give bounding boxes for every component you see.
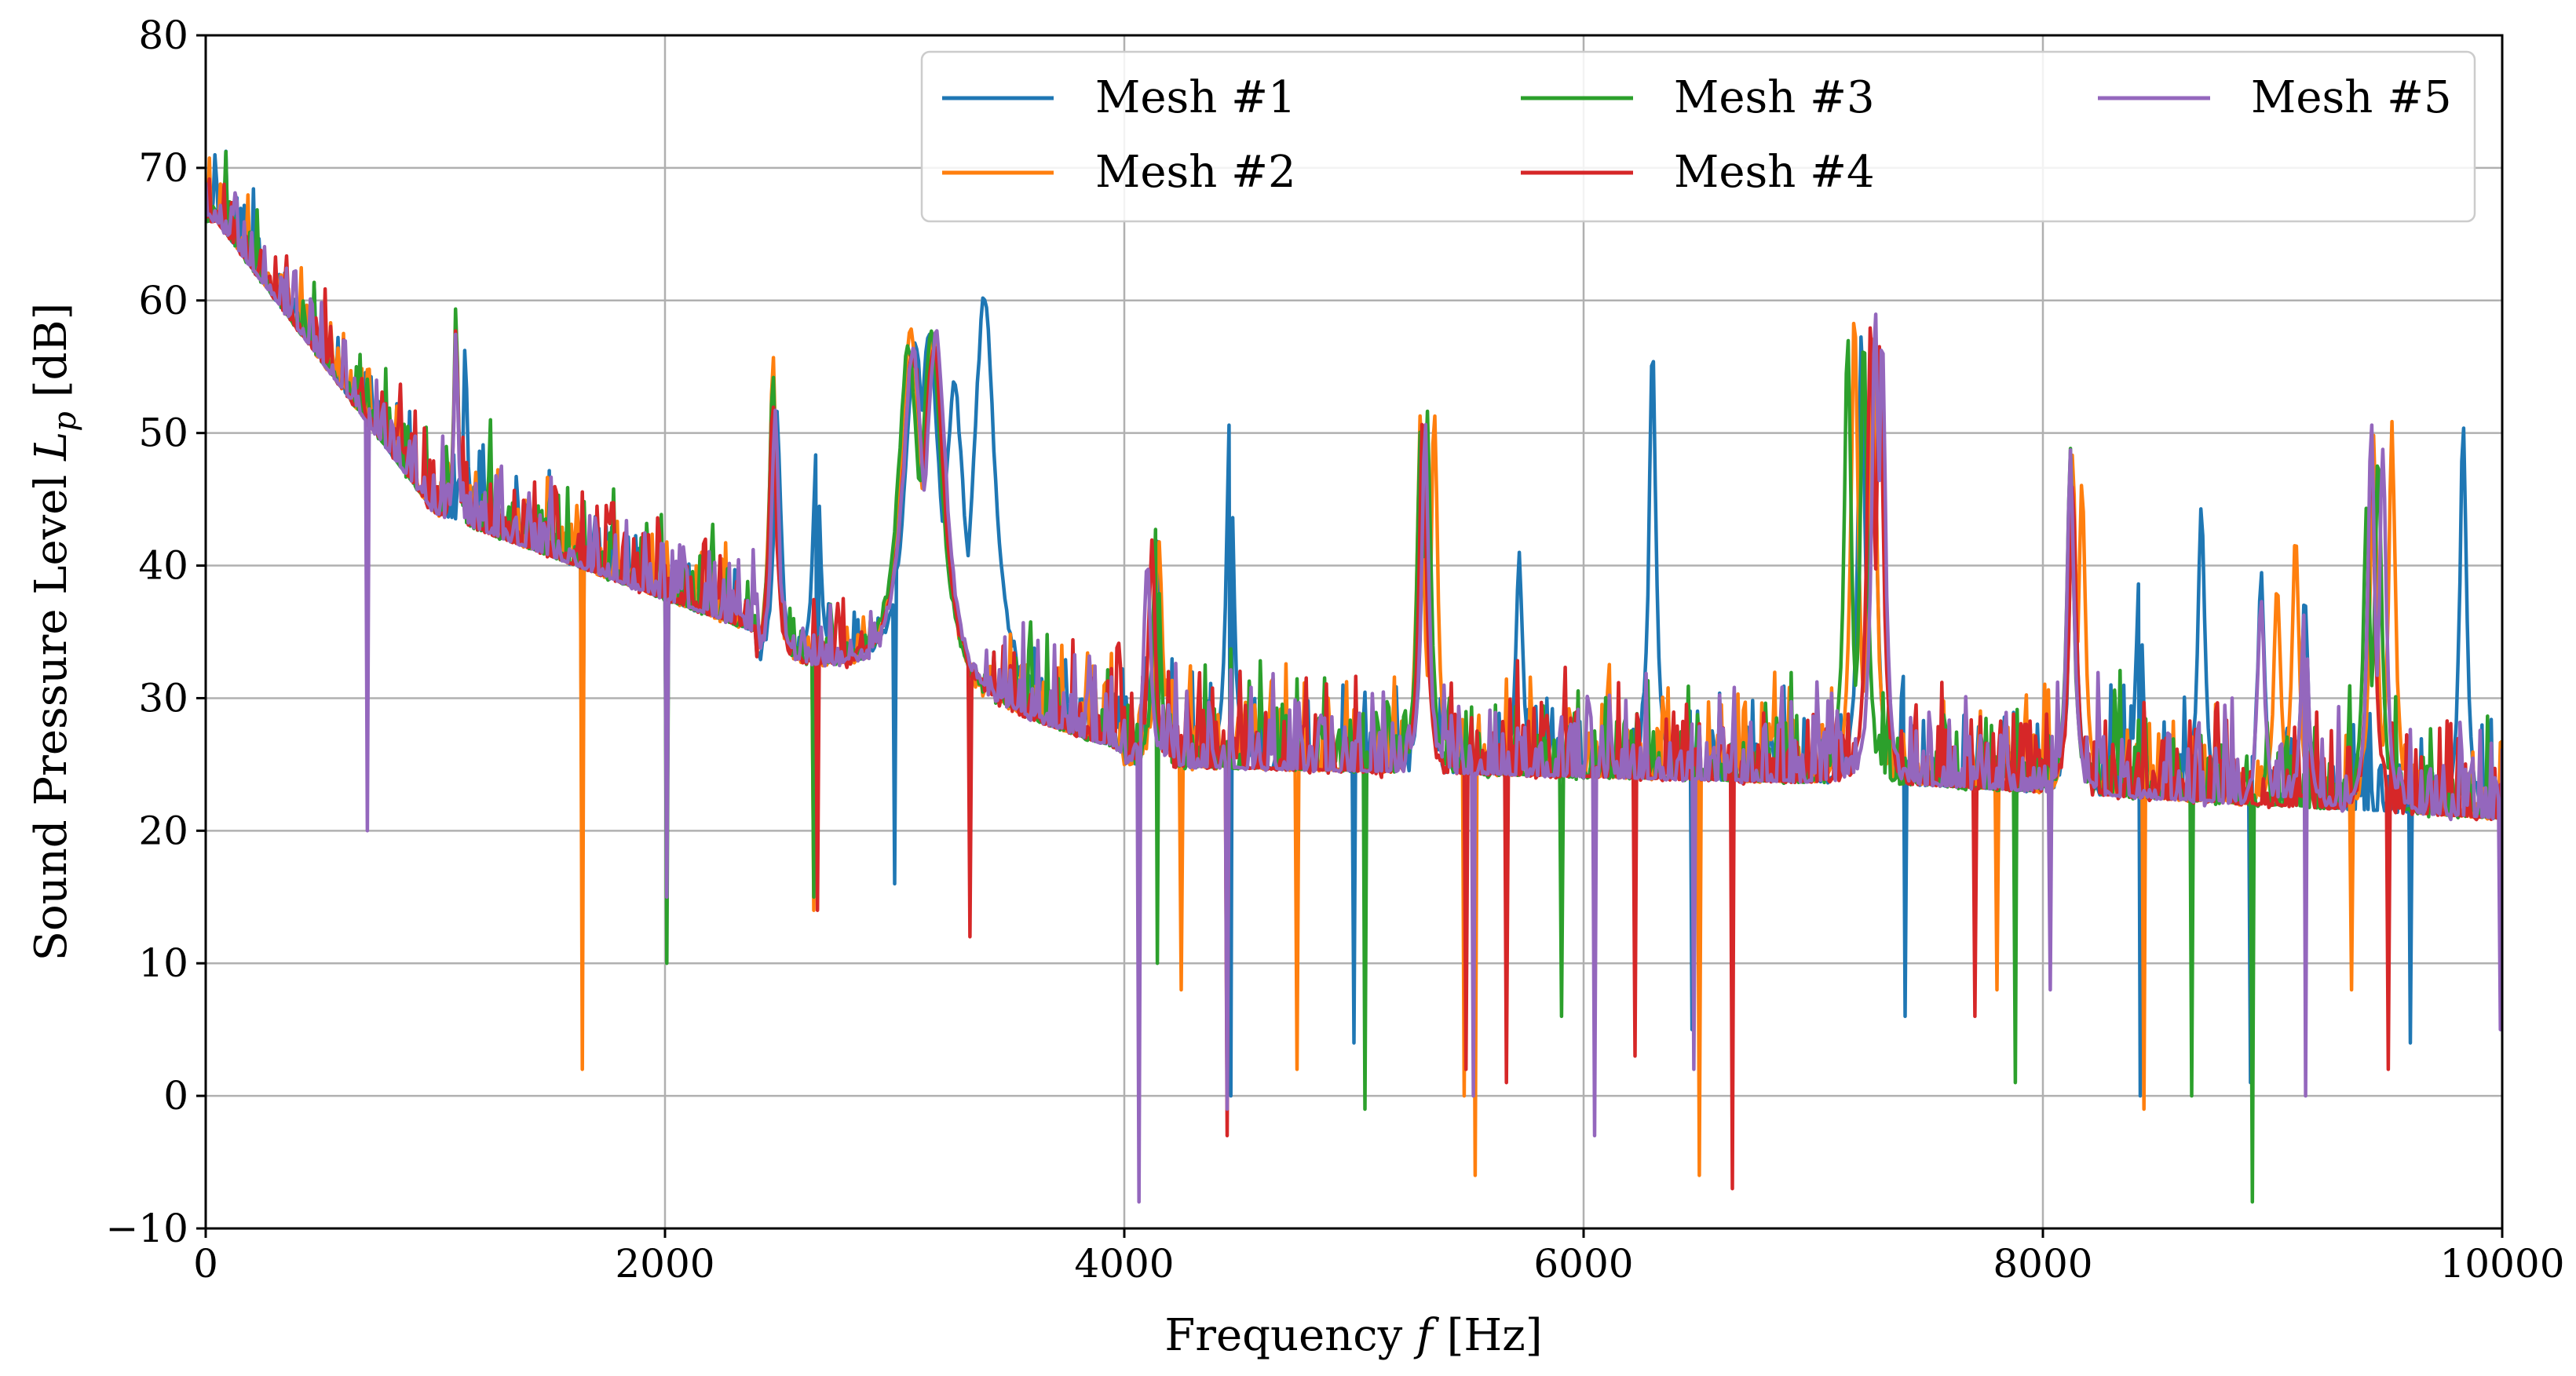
series-lines [206,149,2502,1204]
y-tick-label: 80 [138,13,188,58]
legend-label-mesh-4: Mesh #4 [1674,147,1875,198]
x-axis-label-unit: [Hz] [1433,1310,1543,1361]
legend-entry-mesh-4: Mesh #4 [1521,147,1875,198]
legend-entry-mesh-5: Mesh #5 [2098,72,2452,123]
series-line-mesh-5 [206,182,2502,1204]
x-tick-label: 10000 [2439,1241,2564,1287]
x-axis-label-text: Frequency [1164,1310,1416,1361]
y-tick-label: 10 [138,940,188,986]
x-tick-label: 6000 [1533,1241,1633,1287]
y-axis-label-text: Sound Pressure Level [26,461,77,962]
y-axis-label-sub: p [47,411,83,432]
x-axis-label: Frequency f [Hz] [1164,1310,1542,1361]
y-tick-label: 0 [163,1073,188,1119]
y-tick-label: 30 [138,675,188,721]
legend-entry-mesh-1: Mesh #1 [942,72,1296,123]
y-tick-label: 20 [138,808,188,853]
legend-label-mesh-2: Mesh #2 [1095,147,1296,198]
plot-frame [204,34,2504,1230]
y-tick-label: 60 [138,278,188,323]
y-axis-label-unit: [dB] [26,303,77,412]
y-axis-label: Sound Pressure Level Lp [dB] [26,303,83,962]
legend: Mesh #1 Mesh #2 Mesh #3 Mesh #4 Mesh #5 [920,50,2476,223]
x-tick-label: 8000 [1993,1241,2092,1287]
legend-label-mesh-1: Mesh #1 [1095,72,1296,123]
legend-entry-mesh-2: Mesh #2 [942,147,1296,198]
axis-ticks: 0 2000 4000 6000 8000 10000−10010203040506070… [105,13,2564,1287]
x-tick-label: 4000 [1074,1241,1174,1287]
y-axis-label-var: L [26,432,77,462]
y-tick-label: −10 [105,1206,188,1251]
legend-label-mesh-3: Mesh #3 [1674,72,1875,123]
legend-entry-mesh-3: Mesh #3 [1521,72,1875,123]
x-tick-label: 0 [193,1241,218,1287]
y-tick-label: 40 [138,543,188,589]
y-tick-label: 70 [138,145,188,191]
legend-label-mesh-5: Mesh #5 [2251,72,2452,123]
legend-box [920,50,2476,223]
x-tick-label: 2000 [615,1241,714,1287]
y-tick-label: 50 [138,411,188,456]
